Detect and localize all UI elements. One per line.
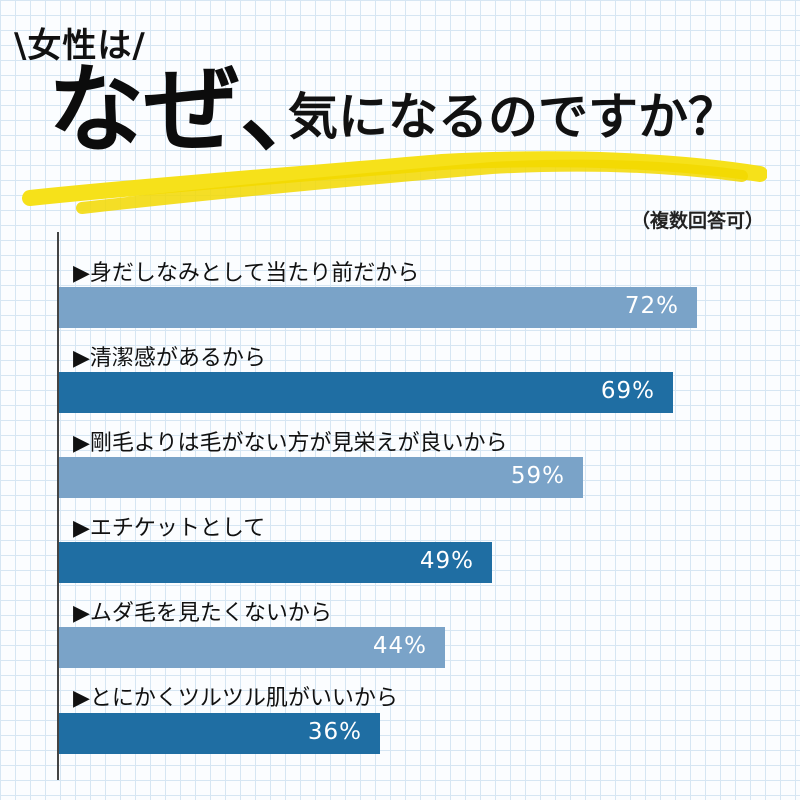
bar-value: 49% xyxy=(419,548,474,574)
bar-label: ▶身だしなみとして当たり前だから xyxy=(73,261,420,286)
bar-label: ▶清潔感があるから xyxy=(73,346,266,371)
bar: 44% xyxy=(59,627,445,668)
bar: 49% xyxy=(59,542,492,583)
bar-label: ▶ムダ毛を見たくないから xyxy=(73,601,332,626)
page-title-rest: 気になるのですか？ xyxy=(288,87,738,146)
bar-value: 44% xyxy=(372,633,427,659)
bar-value: 59% xyxy=(510,463,565,489)
bar-label: ▶エチケットとして xyxy=(73,516,266,541)
bar-label: ▶とにかくツルツル肌がいいから xyxy=(73,686,398,711)
bar: 59% xyxy=(59,457,583,498)
kicker-text: \女性は/ xyxy=(14,26,146,66)
y-axis-line xyxy=(57,232,59,780)
page-title-main: なぜ、 xyxy=(48,53,336,166)
bar: 69% xyxy=(59,372,673,413)
bar-value: 72% xyxy=(624,293,679,319)
bar-label: ▶剛毛よりは毛がない方が見栄えが良いから xyxy=(73,431,508,456)
bar: 36% xyxy=(59,713,380,754)
yellow-highlight-stroke xyxy=(22,151,767,214)
bar-value: 69% xyxy=(600,378,655,404)
multiple-answers-note: （複数回答可） xyxy=(630,210,764,232)
bar-value: 36% xyxy=(307,719,362,745)
bar: 72% xyxy=(59,287,697,328)
